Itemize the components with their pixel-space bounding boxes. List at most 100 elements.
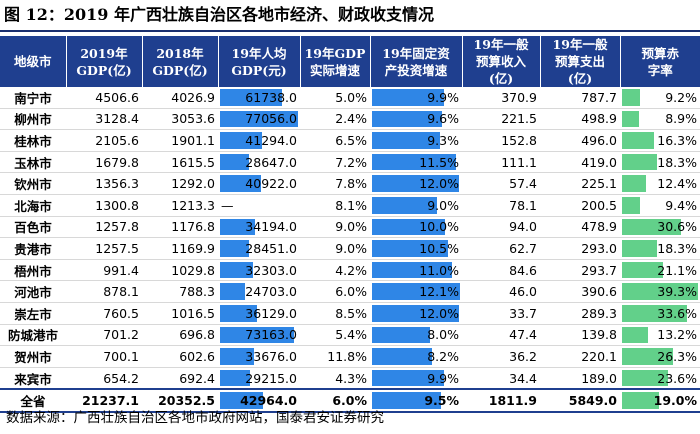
cell-value: 12.1% — [419, 284, 459, 300]
cell-value: 5849.0 — [568, 393, 617, 409]
gdp2018-cell: 602.6 — [142, 345, 218, 368]
cell-value: 760.5 — [103, 305, 139, 321]
per-capita-gdp-cell: 28647.0 — [218, 151, 300, 174]
table-row: 贺州市 700.1 602.6 33676.0 11.8% 8.2% 36.2 220.1 26… — [0, 345, 700, 368]
budget-expenditure-cell: 200.5 — [540, 194, 620, 217]
cell-value: 梧州市 — [14, 263, 52, 279]
fixed-investment-growth-cell: 10.0% — [370, 216, 462, 239]
cell-value: 41294.0 — [245, 132, 297, 148]
cell-value: 南宁市 — [14, 90, 52, 106]
gdp-growth-cell: 9.0% — [300, 216, 370, 239]
fixed-investment-growth-bar — [372, 240, 449, 257]
cell-value: 4026.9 — [171, 89, 215, 105]
deficit-ratio-bar — [622, 304, 687, 322]
per-capita-gdp-bar — [220, 326, 295, 344]
gdp2019-cell: 878.1 — [66, 280, 142, 303]
budget-revenue-cell: 46.0 — [462, 280, 540, 303]
cell-value: 8.5% — [335, 305, 367, 321]
cell-value: 1029.8 — [171, 262, 215, 278]
cell-value: 12.0% — [419, 305, 459, 321]
gdp2018-cell: 1292.0 — [142, 172, 218, 195]
deficit-ratio-bar — [622, 283, 698, 300]
per-capita-gdp-bar — [220, 348, 255, 365]
cell-value: 788.3 — [179, 284, 215, 300]
cell-value: 5.4% — [335, 327, 367, 343]
budget-revenue-cell: 36.2 — [462, 345, 540, 368]
fixed-investment-growth-bar — [372, 369, 444, 387]
budget-expenditure-cell: 496.0 — [540, 129, 620, 152]
city-cell: 钦州市 — [0, 172, 66, 195]
gdp2019-cell: 701.2 — [66, 324, 142, 347]
col-header-city: 地级市 — [0, 36, 67, 87]
table-row: 河池市 878.1 788.3 24703.0 6.0% 12.1% 46.0 390.6 39… — [0, 280, 700, 303]
cell-value: 北海市 — [14, 198, 52, 214]
gdp2018-cell: 788.3 — [142, 280, 218, 303]
cell-value: 700.1 — [103, 348, 139, 364]
cell-value: 1257.5 — [95, 240, 139, 256]
city-cell: 全省 — [0, 388, 66, 413]
cell-value: 1213.3 — [171, 197, 215, 213]
fixed-investment-growth-bar — [372, 348, 432, 365]
gdp2019-cell: 4506.6 — [66, 87, 142, 109]
col-header-budget-expenditure: 19年一般 预算支出 (亿) — [540, 36, 621, 87]
per-capita-gdp-bar — [220, 89, 283, 106]
cell-value: 8.0% — [427, 327, 459, 343]
cell-value: 289.3 — [581, 305, 617, 321]
fixed-investment-growth-bar — [372, 326, 431, 344]
deficit-ratio-cell: 13.2% — [620, 324, 700, 347]
gdp2019-cell: 991.4 — [66, 259, 142, 282]
cell-value: 5.0% — [335, 89, 367, 105]
cell-value: 防城港市 — [7, 328, 58, 344]
cell-value: 9.6% — [427, 111, 459, 127]
cell-value: 78.1 — [509, 197, 537, 213]
cell-value: 9.5% — [424, 393, 459, 409]
cell-value: 3053.6 — [171, 111, 215, 127]
cell-value: 46.0 — [509, 284, 537, 300]
deficit-ratio-bar — [622, 218, 682, 236]
deficit-ratio-bar — [622, 153, 658, 171]
table-row: 柳州市 3128.4 3053.6 77056.0 2.4% 9.6% 221.5 498.9… — [0, 108, 700, 131]
cell-value: 878.1 — [103, 284, 139, 300]
cell-value: 11.0% — [419, 262, 459, 278]
cell-value: 崇左市 — [14, 306, 52, 322]
budget-expenditure-cell: 293.7 — [540, 259, 620, 282]
budget-expenditure-cell: 419.0 — [540, 151, 620, 174]
deficit-ratio-cell: 33.6% — [620, 302, 700, 325]
fixed-investment-growth-cell: 9.9% — [370, 367, 462, 390]
deficit-ratio-bar — [622, 392, 659, 409]
budget-revenue-cell: 1811.9 — [462, 388, 540, 413]
per-capita-gdp-cell: 73163.0 — [218, 324, 300, 347]
cell-value: 2.4% — [335, 111, 367, 127]
gdp2019-cell: 700.1 — [66, 345, 142, 368]
gdp2018-cell: 1169.9 — [142, 237, 218, 260]
cell-value: 30.6% — [657, 219, 697, 235]
deficit-ratio-bar — [622, 89, 640, 106]
table-row: 北海市 1300.8 1213.3 — 8.1% 9.0% 78.1 200.5 9.4% — [0, 194, 700, 217]
cell-value: 36129.0 — [245, 305, 297, 321]
cell-value: 42964.0 — [240, 393, 297, 409]
col-header-gdp2019: 2019年 GDP(亿) — [66, 36, 143, 87]
per-capita-gdp-cell: 24703.0 — [218, 280, 300, 303]
per-capita-gdp-bar — [220, 261, 253, 279]
budget-revenue-cell: 62.7 — [462, 237, 540, 260]
gdp-growth-cell: 2.4% — [300, 108, 370, 131]
cell-value: 3128.4 — [95, 111, 139, 127]
cell-value: 34194.0 — [245, 219, 297, 235]
cell-value: 贺州市 — [14, 349, 52, 365]
cell-value: 贵港市 — [14, 241, 52, 257]
cell-value: 32303.0 — [245, 262, 297, 278]
gdp2019-cell: 2105.6 — [66, 129, 142, 152]
deficit-ratio-cell: 30.6% — [620, 216, 700, 239]
fixed-investment-growth-cell: 12.1% — [370, 280, 462, 303]
gdp2018-cell: 1016.5 — [142, 302, 218, 325]
table-row: 防城港市 701.2 696.8 73163.0 5.4% 8.0% 47.4 139.8 13… — [0, 324, 700, 347]
per-capita-gdp-bar — [220, 392, 264, 409]
deficit-ratio-cell: 26.3% — [620, 345, 700, 368]
deficit-ratio-cell: 16.3% — [620, 129, 700, 152]
cell-value: 6.5% — [335, 132, 367, 148]
gdp2019-cell: 21237.1 — [66, 388, 142, 413]
budget-revenue-cell: 57.4 — [462, 172, 540, 195]
deficit-ratio-bar — [622, 261, 663, 279]
gdp-growth-cell: 9.0% — [300, 237, 370, 260]
fixed-investment-growth-cell: 11.0% — [370, 259, 462, 282]
